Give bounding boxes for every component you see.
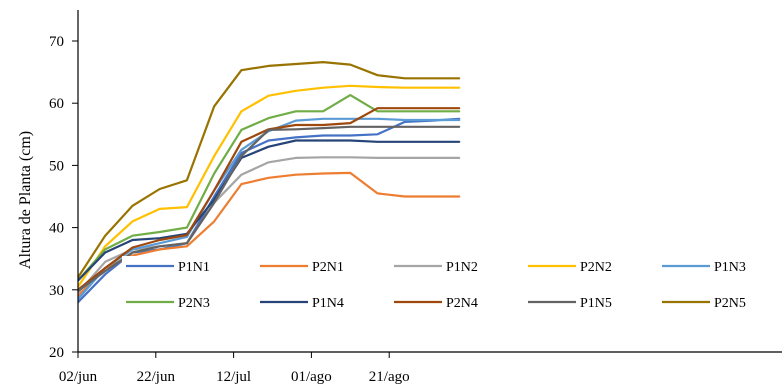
legend-label: P1N5	[580, 296, 612, 311]
y-tick-label: 60	[49, 96, 64, 112]
series-line-p2n1	[78, 171, 461, 298]
series-line-p2n3	[78, 93, 461, 282]
series-line-p1n4	[78, 139, 461, 282]
legend-label: P2N5	[714, 296, 746, 311]
legend-label: P1N3	[714, 260, 746, 275]
y-tick-label: 70	[49, 34, 64, 50]
legend-item-background	[390, 292, 512, 312]
legend: P1N1 P2N1 P1N2 P2N2 P1N3 P2N3 P1N4 P2N4 P1N5 P2N5	[122, 256, 780, 312]
legend-item-background	[256, 292, 378, 312]
y-axis-title: Altura de Planta (cm)	[17, 131, 34, 269]
legend-item-background	[122, 256, 244, 276]
series-line-p1n5	[78, 125, 461, 293]
legend-item-background	[524, 292, 646, 312]
legend-item-p1n1: P1N1	[122, 256, 244, 276]
legend-label: P1N2	[446, 260, 478, 275]
legend-item-p2n3: P2N3	[122, 292, 244, 312]
y-tick-label: 40	[49, 221, 64, 237]
legend-label: P2N2	[580, 260, 612, 275]
legend-label: P2N4	[446, 296, 478, 311]
x-tick-label: 12/jul	[216, 369, 251, 385]
x-tick-label: 01/ago	[291, 369, 332, 385]
x-tick-label: 21/ago	[369, 369, 410, 385]
legend-item-background	[390, 256, 512, 276]
y-tick-label: 50	[49, 158, 64, 174]
legend-item-p2n5: P2N5	[658, 292, 780, 312]
axes	[72, 10, 782, 358]
legend-label: P2N1	[312, 260, 344, 275]
legend-item-p2n1: P2N1	[256, 256, 378, 276]
legend-item-background	[658, 256, 780, 276]
legend-item-p1n5: P1N5	[524, 292, 646, 312]
legend-label: P1N1	[178, 260, 210, 275]
legend-item-background	[122, 292, 244, 312]
legend-item-p2n2: P2N2	[524, 256, 646, 276]
x-tick-label: 02/jun	[59, 369, 98, 385]
legend-label: P2N3	[178, 296, 210, 311]
legend-item-background	[256, 256, 378, 276]
legend-item-p2n4: P2N4	[390, 292, 512, 312]
legend-item-p1n3: P1N3	[658, 256, 780, 276]
series-line-p2n5	[78, 60, 461, 279]
y-tick-label: 30	[49, 283, 64, 299]
y-tick-label: 20	[49, 345, 64, 361]
series-layer	[78, 60, 461, 304]
legend-label: P1N4	[312, 296, 344, 311]
tick-labels: 20 30 40 50 60 70 02/jun 22/jun 12/jul 01/ago 21/a…	[49, 34, 410, 385]
legend-item-p1n4: P1N4	[256, 292, 378, 312]
legend-item-background	[524, 256, 646, 276]
legend-item-background	[658, 292, 780, 312]
series-line-p2n2	[78, 84, 461, 288]
x-tick-label: 22/jun	[137, 369, 176, 385]
legend-item-p1n2: P1N2	[390, 256, 512, 276]
